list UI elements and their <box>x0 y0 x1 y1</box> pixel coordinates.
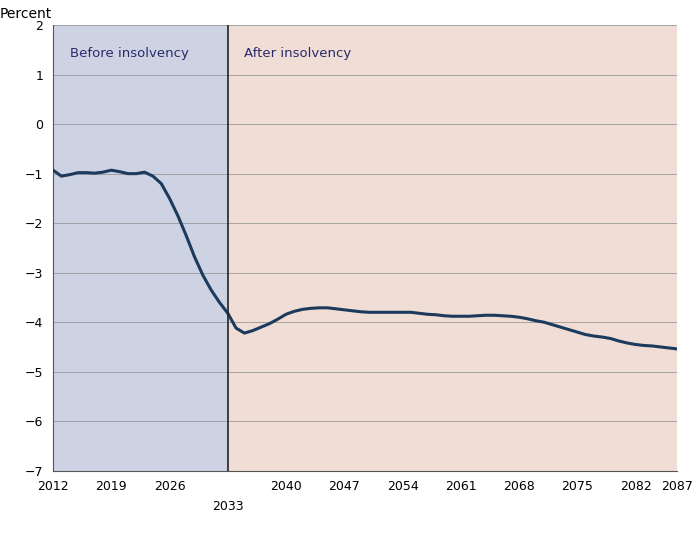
Bar <box>53 25 228 471</box>
Text: Before insolvency: Before insolvency <box>70 48 188 60</box>
Text: After insolvency: After insolvency <box>244 48 351 60</box>
Text: Percent: Percent <box>0 6 52 21</box>
Bar <box>228 25 677 471</box>
Text: 2033: 2033 <box>212 501 244 514</box>
